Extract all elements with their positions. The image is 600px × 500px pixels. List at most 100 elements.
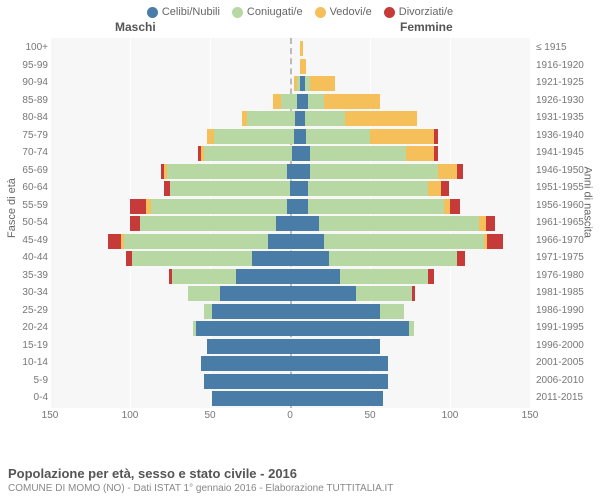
table-row: 10-14 2001-2005 xyxy=(0,355,600,373)
bar-seg xyxy=(300,181,308,196)
bar-seg xyxy=(370,129,434,144)
bar-seg xyxy=(108,234,121,249)
bar-seg xyxy=(204,146,292,161)
birth-label: 1916-1920 xyxy=(536,60,598,71)
bar-seg xyxy=(300,321,409,336)
rows-container: 100+≤ 191595-991916-192090-94 1921-1925 85… xyxy=(0,40,600,408)
birth-label: 1936-1940 xyxy=(536,130,598,141)
bar-seg xyxy=(268,234,300,249)
legend: Celibi/NubiliConiugati/eVedovi/eDivorzia… xyxy=(0,0,600,20)
x-tick: 50 xyxy=(204,410,215,421)
bar-seg xyxy=(308,199,444,214)
age-label: 50-54 xyxy=(0,217,48,228)
age-label: 75-79 xyxy=(0,130,48,141)
table-row: 80-84 1931-1935 xyxy=(0,110,600,128)
bar-seg xyxy=(281,94,297,109)
bars-male xyxy=(50,321,300,336)
birth-label: 1921-1925 xyxy=(536,77,598,88)
bar-seg xyxy=(300,59,306,74)
bar-seg xyxy=(457,251,465,266)
age-label: 70-74 xyxy=(0,147,48,158)
bar-seg xyxy=(300,339,380,354)
age-label: 35-39 xyxy=(0,270,48,281)
age-label: 5-9 xyxy=(0,375,48,386)
bars-male xyxy=(50,181,300,196)
bar-seg xyxy=(300,41,303,56)
birth-label: 2001-2005 xyxy=(536,357,598,368)
age-label: 80-84 xyxy=(0,112,48,123)
bar-seg xyxy=(310,76,336,91)
bar-seg xyxy=(308,181,428,196)
table-row: 60-641951-1955 xyxy=(0,180,600,198)
bar-seg xyxy=(273,94,281,109)
bar-seg xyxy=(487,234,503,249)
bar-seg xyxy=(438,164,457,179)
table-row: 100+≤ 1915 xyxy=(0,40,600,58)
bars-female xyxy=(300,356,534,371)
bar-seg xyxy=(204,304,212,319)
bars-female xyxy=(300,269,534,284)
gender-headers: Maschi Femmine xyxy=(0,20,600,38)
age-label: 100+ xyxy=(0,42,48,53)
bars-female xyxy=(300,199,534,214)
bar-seg xyxy=(247,111,295,126)
table-row: 40-44 1971-1975 xyxy=(0,250,600,268)
birth-label: 1981-1985 xyxy=(536,287,598,298)
legend-label: Vedovi/e xyxy=(330,6,372,18)
table-row: 45-491966-1970 xyxy=(0,233,600,251)
bars-male xyxy=(50,216,300,231)
legend-label: Coniugati/e xyxy=(247,6,303,18)
birth-label: 1961-1965 xyxy=(536,217,598,228)
bar-seg xyxy=(204,374,300,389)
legend-swatch xyxy=(384,7,395,18)
legend-item: Coniugati/e xyxy=(232,6,303,18)
bar-seg xyxy=(130,216,140,231)
bars-female xyxy=(300,251,534,266)
bar-seg xyxy=(340,269,428,284)
bar-seg xyxy=(140,216,276,231)
age-label: 10-14 xyxy=(0,357,48,368)
legend-label: Celibi/Nubili xyxy=(162,6,220,18)
table-row: 70-74 1941-1945 xyxy=(0,145,600,163)
bars-female xyxy=(300,94,534,109)
bar-seg xyxy=(310,164,438,179)
bars-male xyxy=(50,234,300,249)
table-row: 95-991916-1920 xyxy=(0,58,600,76)
age-label: 45-49 xyxy=(0,235,48,246)
bars-male xyxy=(50,286,300,301)
bar-seg xyxy=(300,146,310,161)
bar-seg xyxy=(380,304,404,319)
legend-swatch xyxy=(147,7,158,18)
bar-seg xyxy=(132,251,252,266)
birth-label: 1931-1935 xyxy=(536,112,598,123)
age-label: 65-69 xyxy=(0,165,48,176)
bar-seg xyxy=(236,269,300,284)
age-label: 30-34 xyxy=(0,287,48,298)
age-label: 90-94 xyxy=(0,77,48,88)
bars-female xyxy=(300,321,534,336)
bars-male xyxy=(50,76,300,91)
bar-seg xyxy=(308,94,324,109)
bar-seg xyxy=(428,181,441,196)
bar-seg xyxy=(276,216,300,231)
bar-seg xyxy=(300,391,383,406)
bar-seg xyxy=(345,111,417,126)
bar-seg xyxy=(300,356,388,371)
birth-label: 1971-1975 xyxy=(536,252,598,263)
bar-seg xyxy=(329,251,457,266)
bar-seg xyxy=(201,356,300,371)
age-label: 85-89 xyxy=(0,95,48,106)
bars-female xyxy=(300,304,534,319)
bars-female xyxy=(300,76,534,91)
birth-label: 1976-1980 xyxy=(536,270,598,281)
table-row: 30-34 1981-1985 xyxy=(0,285,600,303)
age-label: 55-59 xyxy=(0,200,48,211)
bar-seg xyxy=(441,181,449,196)
birth-label: 1941-1945 xyxy=(536,147,598,158)
x-tick: 50 xyxy=(364,410,375,421)
age-label: 40-44 xyxy=(0,252,48,263)
birth-label: 1926-1930 xyxy=(536,95,598,106)
header-male: Maschi xyxy=(115,20,156,34)
x-tick: 0 xyxy=(287,410,293,421)
bar-seg xyxy=(172,269,236,284)
